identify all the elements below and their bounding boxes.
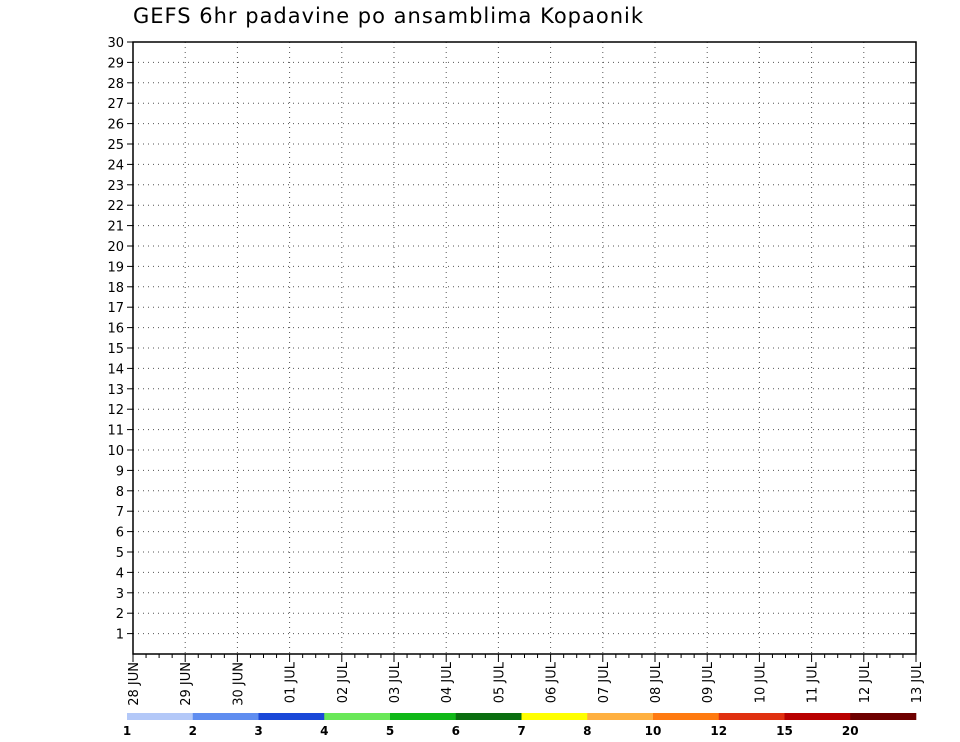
y-tick-label: 12: [107, 403, 124, 418]
colorbar-label: 20: [842, 724, 859, 738]
y-tick-label: 11: [107, 424, 124, 439]
x-tick-label: 30 JUN: [231, 662, 246, 706]
colorbar-swatch: [258, 713, 325, 720]
x-tick-label: 04 JUL: [440, 661, 455, 703]
y-tick-label: 28: [107, 77, 124, 92]
colorbar-label: 15: [776, 724, 793, 738]
y-tick-label: 2: [116, 607, 124, 622]
y-tick-label: 25: [107, 138, 124, 153]
y-tick-label: 3: [116, 587, 124, 602]
y-tick-label: 4: [116, 566, 124, 581]
axis-layer: 1234567891011121314151617181920212223242…: [107, 36, 925, 706]
y-tick-label: 26: [107, 118, 124, 133]
y-tick-label: 13: [107, 383, 124, 398]
colorbar-label: 6: [452, 724, 460, 738]
colorbar-swatch: [784, 713, 851, 720]
y-tick-label: 24: [107, 158, 124, 173]
colorbar-swatch: [718, 713, 785, 720]
colorbar-swatch: [127, 713, 194, 720]
colorbar-swatch: [192, 713, 259, 720]
x-tick-label: 09 JUL: [701, 661, 716, 703]
y-tick-label: 17: [107, 301, 124, 316]
x-tick-label: 02 JUL: [336, 661, 351, 703]
y-tick-label: 23: [107, 179, 124, 194]
y-tick-label: 1: [116, 628, 124, 643]
x-tick-label: 29 JUN: [179, 662, 194, 706]
chart-title: GEFS 6hr padavine po ansamblima Kopaonik: [133, 4, 645, 28]
y-tick-label: 30: [107, 36, 124, 51]
x-tick-label: 01 JUL: [284, 661, 299, 703]
colorbar-swatch: [521, 713, 588, 720]
y-tick-label: 29: [107, 56, 124, 71]
colorbar-swatch: [850, 713, 917, 720]
x-tick-label: 07 JUL: [597, 661, 612, 703]
x-tick-label: 13 JUL: [910, 661, 925, 703]
colorbar-label: 10: [645, 724, 662, 738]
y-tick-label: 9: [116, 464, 124, 479]
x-tick-label: 08 JUL: [649, 661, 664, 703]
colorbar-label: 5: [386, 724, 394, 738]
x-tick-label: 06 JUL: [545, 661, 560, 703]
x-tick-label: 12 JUL: [858, 661, 873, 703]
y-tick-label: 19: [107, 260, 124, 275]
colorbar-label: 8: [583, 724, 591, 738]
colorbar-label: 2: [189, 724, 197, 738]
x-tick-label: 28 JUN: [127, 662, 142, 706]
y-tick-label: 6: [116, 526, 124, 541]
y-tick-label: 22: [107, 199, 124, 214]
colorbar-swatch: [587, 713, 654, 720]
y-tick-label: 5: [116, 546, 124, 561]
x-tick-label: 05 JUL: [492, 661, 507, 703]
y-tick-label: 20: [107, 240, 124, 255]
x-tick-label: 03 JUL: [388, 661, 403, 703]
y-tick-label: 10: [107, 444, 124, 459]
x-tick-label: 10 JUL: [753, 661, 768, 703]
colorbar-label: 3: [254, 724, 262, 738]
y-tick-label: 7: [116, 505, 124, 520]
x-tick-label: 11 JUL: [806, 661, 821, 703]
colorbar-swatch: [390, 713, 457, 720]
grid-layer: [133, 42, 916, 654]
colorbar-label: 7: [517, 724, 525, 738]
colorbar-label: 1: [123, 724, 131, 738]
colorbar-label: 12: [710, 724, 727, 738]
colorbar-label: 4: [320, 724, 328, 738]
y-tick-label: 8: [116, 485, 124, 500]
colorbar-swatch: [324, 713, 391, 720]
y-tick-label: 21: [107, 220, 124, 235]
colorbar-swatch: [653, 713, 720, 720]
y-tick-label: 27: [107, 97, 124, 112]
y-tick-label: 15: [107, 342, 124, 357]
y-tick-label: 14: [107, 362, 124, 377]
y-tick-label: 16: [107, 322, 124, 337]
colorbar-layer: 1 2 3 4 5 6 7 8 10 12 15 20: [123, 713, 917, 738]
colorbar-swatch: [455, 713, 522, 720]
y-tick-label: 18: [107, 281, 124, 296]
